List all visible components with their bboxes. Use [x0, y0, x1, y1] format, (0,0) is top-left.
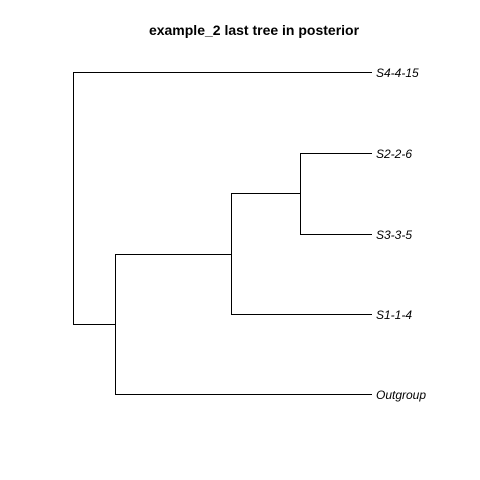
tip-label-outgroup: Outgroup: [376, 388, 426, 402]
tip-label-s2-2-6: S2-2-6: [376, 147, 412, 161]
tree-branches: [73, 72, 372, 395]
tip-label-s4-4-15: S4-4-15: [376, 66, 419, 80]
plot-title: example_2 last tree in posterior: [149, 22, 360, 38]
tip-label-s3-3-5: S3-3-5: [376, 228, 412, 242]
tip-labels: S4-4-15 S2-2-6 S3-3-5 S1-1-4 Outgroup: [376, 66, 426, 402]
tip-label-s1-1-4: S1-1-4: [376, 308, 412, 322]
